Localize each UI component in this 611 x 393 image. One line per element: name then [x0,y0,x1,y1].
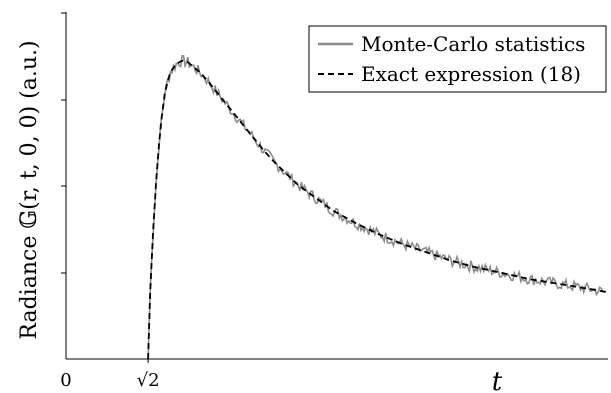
legend-label-exact: Exact expression (18) [361,62,581,86]
x-ticks: 0 √2 [60,359,160,391]
series-line-exact [147,59,607,360]
legend-box [308,25,607,93]
x-tick-label: √2 [137,370,160,391]
series-layer [147,54,607,360]
x-axis-label: t [492,367,503,393]
series-line-monte-carlo [147,54,607,360]
y-axis-label: Radiance 𝔾(r, t, 0, 0) (a.u.) [17,40,42,339]
legend: Monte-Carlo statistics Exact expression … [308,25,607,93]
y-ticks [61,12,66,274]
x-tick-label: 0 [60,370,71,391]
legend-label-monte-carlo: Monte-Carlo statistics [361,32,585,56]
